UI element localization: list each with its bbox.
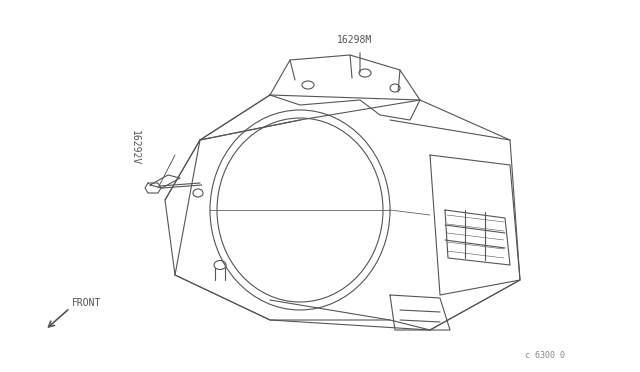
Text: 16298M: 16298M xyxy=(337,35,372,45)
Text: FRONT: FRONT xyxy=(72,298,101,308)
Text: 16292V: 16292V xyxy=(130,130,140,166)
Text: c 6300 0: c 6300 0 xyxy=(525,351,565,360)
